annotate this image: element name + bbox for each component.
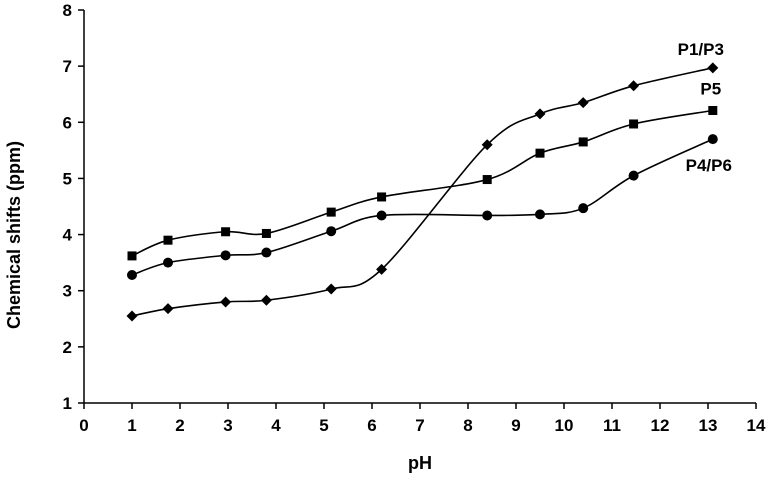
x-tick-label: 1 bbox=[127, 416, 136, 435]
x-tick-label: 11 bbox=[603, 416, 621, 435]
data-point-p4-p6 bbox=[163, 257, 173, 268]
x-tick-label: 7 bbox=[415, 416, 424, 435]
x-tick-label: 0 bbox=[79, 416, 88, 435]
x-tick-label: 14 bbox=[747, 416, 766, 435]
y-tick-label: 5 bbox=[63, 169, 72, 188]
data-point-p1-p3 bbox=[162, 303, 174, 315]
data-point-p5 bbox=[629, 119, 639, 129]
data-point-p1-p3 bbox=[481, 139, 493, 151]
x-tick-label: 5 bbox=[319, 416, 328, 435]
y-tick-label: 6 bbox=[63, 113, 72, 132]
data-point-p1-p3 bbox=[628, 80, 640, 92]
series-label-p4-p6: P4/P6 bbox=[686, 156, 732, 175]
x-axis-title: pH bbox=[408, 453, 432, 473]
y-tick-label: 7 bbox=[63, 57, 72, 76]
data-point-p5 bbox=[221, 227, 231, 237]
y-tick-label: 2 bbox=[63, 338, 72, 357]
y-axis-title: Chemical shifts (ppm) bbox=[4, 141, 24, 329]
data-point-p5 bbox=[535, 148, 545, 158]
data-point-p1-p3 bbox=[260, 294, 272, 306]
data-point-p1-p3 bbox=[376, 263, 388, 275]
series-label-p1-p3: P1/P3 bbox=[678, 40, 724, 59]
x-tick-label: 4 bbox=[271, 416, 281, 435]
data-point-p4-p6 bbox=[326, 226, 337, 237]
data-point-p5 bbox=[377, 192, 387, 202]
data-point-p5 bbox=[127, 251, 137, 261]
data-point-p5 bbox=[708, 105, 718, 115]
x-tick-label: 13 bbox=[699, 416, 718, 435]
data-point-p4-p6 bbox=[578, 203, 589, 214]
series-line-p4-p6 bbox=[131, 138, 714, 276]
x-tick-label: 10 bbox=[555, 416, 574, 435]
y-tick-label: 8 bbox=[63, 1, 72, 20]
x-tick-label: 9 bbox=[511, 416, 520, 435]
data-point-p4-p6 bbox=[482, 210, 493, 221]
data-point-p4-p6 bbox=[535, 209, 545, 220]
data-point-p4-p6 bbox=[127, 269, 137, 280]
x-tick-label: 3 bbox=[223, 416, 232, 435]
data-point-p5 bbox=[326, 207, 336, 217]
data-point-p5 bbox=[482, 175, 492, 185]
series-line-p1-p3 bbox=[131, 67, 713, 317]
data-point-p4-p6 bbox=[261, 247, 272, 258]
series-line-p5 bbox=[131, 109, 713, 257]
data-point-p1-p3 bbox=[707, 62, 719, 74]
data-point-p1-p3 bbox=[577, 97, 589, 109]
y-tick-label: 4 bbox=[63, 226, 73, 245]
data-point-p5 bbox=[163, 235, 173, 245]
x-tick-label: 2 bbox=[175, 416, 184, 435]
data-point-p5 bbox=[578, 137, 588, 147]
data-point-p1-p3 bbox=[325, 283, 337, 295]
y-tick-label: 3 bbox=[63, 282, 72, 301]
data-point-p1-p3 bbox=[534, 108, 546, 120]
data-point-p4-p6 bbox=[220, 250, 231, 261]
data-point-p1-p3 bbox=[220, 296, 232, 308]
y-tick-label: 1 bbox=[63, 394, 72, 413]
x-tick-label: 12 bbox=[651, 416, 670, 435]
series-label-p5: P5 bbox=[700, 79, 721, 98]
data-point-p5 bbox=[261, 228, 271, 238]
data-point-p1-p3 bbox=[126, 310, 138, 322]
data-point-p4-p6 bbox=[628, 170, 639, 181]
data-point-p4-p6 bbox=[376, 210, 387, 221]
x-tick-label: 6 bbox=[367, 416, 376, 435]
data-point-p4-p6 bbox=[707, 134, 718, 145]
x-tick-label: 8 bbox=[463, 416, 472, 435]
